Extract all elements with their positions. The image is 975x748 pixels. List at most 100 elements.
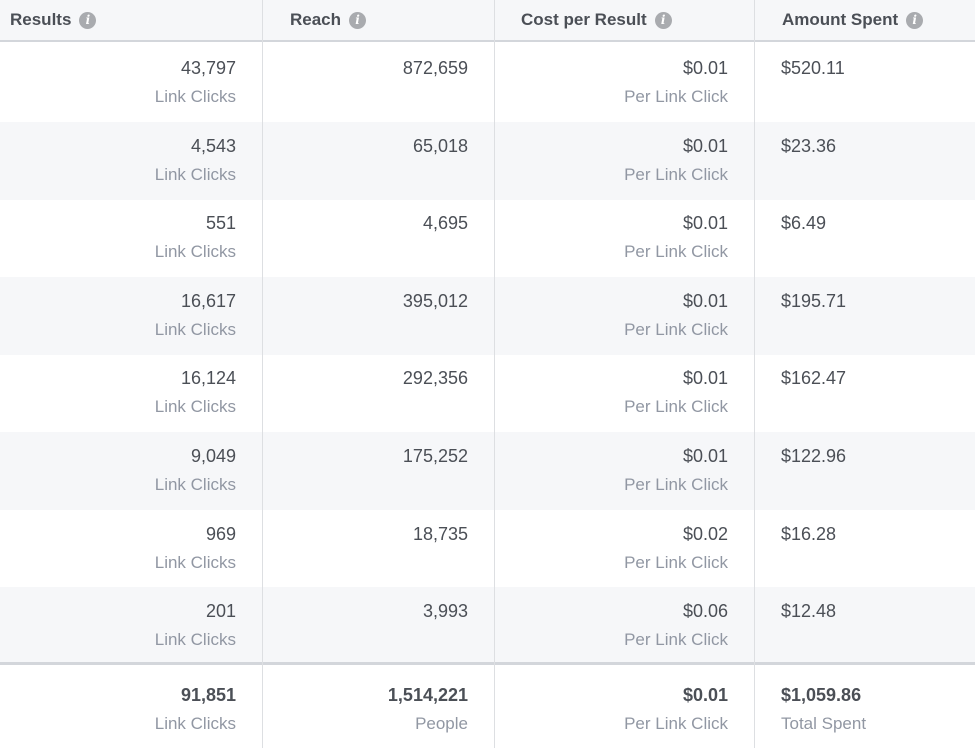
reach-cell: 3,993 (262, 587, 468, 665)
cost-value: $0.01 (682, 213, 728, 234)
results-cell: 16,617 Link Clicks (0, 277, 236, 355)
results-unit: Link Clicks (154, 319, 236, 339)
spent-value: $195.71 (781, 290, 847, 311)
spent-cell: $12.48 (781, 587, 971, 665)
cost-unit: Per Link Click (624, 397, 728, 417)
column-header-label: Amount Spent (782, 10, 899, 29)
totals-reach-unit: People (415, 714, 468, 733)
spent-cell: $520.11 (781, 44, 971, 122)
reach-value: 395,012 (402, 290, 468, 311)
spent-value: $12.48 (781, 601, 837, 622)
totals-results-unit: Link Clicks (154, 714, 236, 733)
cost-cell: $0.01 Per Link Click (495, 122, 728, 200)
totals-divider (0, 662, 975, 665)
reach-value: 175,252 (402, 446, 468, 466)
results-cell: 201 Link Clicks (0, 587, 236, 665)
results-cell: 4,543 Link Clicks (0, 122, 236, 200)
results-cell: 16,124 Link Clicks (0, 354, 236, 432)
spent-value: $122.96 (781, 446, 847, 466)
table-row[interactable]: 9,049 Link Clicks 175,252 $0.01 Per Link Cli… (0, 432, 975, 510)
results-unit: Link Clicks (154, 475, 236, 494)
reach-cell: 292,356 (262, 354, 468, 432)
totals-spent-cell: $1,059.86 Total Spent (781, 665, 971, 743)
totals-cost-value: $0.01 (682, 685, 728, 705)
spent-value: $16.28 (781, 523, 837, 544)
column-header-results[interactable]: Results i (10, 0, 97, 40)
reach-cell: 175,252 (262, 432, 468, 510)
column-header-label: Results (10, 10, 72, 29)
info-icon[interactable]: i (654, 11, 672, 29)
spent-cell: $23.36 (781, 122, 971, 200)
results-value: 43,797 (180, 58, 236, 78)
reach-cell: 395,012 (262, 277, 468, 355)
reach-cell: 872,659 (262, 44, 468, 122)
spent-value: $6.49 (781, 213, 827, 234)
results-value: 9,049 (190, 446, 236, 466)
results-cell: 9,049 Link Clicks (0, 432, 236, 510)
table-row[interactable]: 16,124 Link Clicks 292,356 $0.01 Per Link Cl… (0, 354, 975, 432)
totals-reach-cell: 1,514,221 People (262, 665, 468, 743)
table-row[interactable]: 969 Link Clicks 18,735 $0.02 Per Link Click $… (0, 510, 975, 588)
reach-cell: 18,735 (262, 510, 468, 588)
cost-unit: Per Link Click (624, 242, 728, 262)
column-header-label: Cost per Result (521, 10, 647, 29)
info-icon[interactable]: i (906, 11, 924, 29)
totals-cost-cell: $0.01 Per Link Click (495, 665, 728, 743)
cost-cell: $0.06 Per Link Click (495, 587, 728, 665)
cost-cell: $0.01 Per Link Click (495, 277, 728, 355)
cost-value: $0.01 (682, 58, 728, 78)
info-icon[interactable]: i (79, 11, 97, 29)
results-unit: Link Clicks (154, 87, 236, 106)
results-value: 969 (205, 523, 236, 544)
cost-cell: $0.01 Per Link Click (495, 199, 728, 277)
reach-value: 65,018 (412, 135, 468, 156)
cost-value: $0.02 (682, 523, 728, 544)
results-cell: 43,797 Link Clicks (0, 44, 236, 122)
spent-value: $23.36 (781, 135, 837, 156)
info-icon[interactable]: i (349, 11, 367, 29)
table-row[interactable]: 16,617 Link Clicks 395,012 $0.01 Per Link Cl… (0, 276, 975, 355)
totals-results-cell: 91,851 Link Clicks (0, 665, 236, 743)
table-row[interactable]: 551 Link Clicks 4,695 $0.01 Per Link Click $6… (0, 199, 975, 277)
cost-value: $0.01 (682, 135, 728, 156)
reach-value: 4,695 (422, 213, 468, 234)
cost-unit: Per Link Click (624, 87, 728, 106)
cost-value: $0.01 (682, 446, 728, 466)
column-header-amount-spent[interactable]: Amount Spent i (782, 0, 924, 40)
table-header: Results i Reach i Cost per Result i Amou… (0, 0, 975, 42)
results-value: 551 (205, 213, 236, 234)
cost-unit: Per Link Click (624, 164, 728, 184)
cost-value: $0.01 (682, 368, 728, 389)
cost-cell: $0.01 Per Link Click (495, 354, 728, 432)
cost-cell: $0.01 Per Link Click (495, 44, 728, 122)
table-row[interactable]: 201 Link Clicks 3,993 $0.06 Per Link Click $1… (0, 587, 975, 666)
totals-row: 91,851 Link Clicks 1,514,221 People $0.0… (0, 665, 975, 743)
results-unit: Link Clicks (154, 552, 236, 572)
reach-cell: 4,695 (262, 199, 468, 277)
spent-cell: $16.28 (781, 510, 971, 588)
cost-value: $0.01 (682, 290, 728, 311)
spent-cell: $162.47 (781, 354, 971, 432)
reach-value: 18,735 (412, 523, 468, 544)
cost-unit: Per Link Click (624, 319, 728, 339)
results-unit: Link Clicks (154, 397, 236, 417)
column-header-cost-per-result[interactable]: Cost per Result i (521, 0, 672, 40)
results-unit: Link Clicks (154, 242, 236, 262)
results-value: 16,124 (180, 368, 236, 389)
spent-cell: $122.96 (781, 432, 971, 510)
cost-cell: $0.01 Per Link Click (495, 432, 728, 510)
spent-value: $162.47 (781, 368, 847, 389)
results-unit: Link Clicks (154, 630, 236, 650)
reach-value: 872,659 (402, 58, 468, 78)
column-header-label: Reach (290, 10, 342, 29)
table-row[interactable]: 43,797 Link Clicks 872,659 $0.01 Per Link Cl… (0, 44, 975, 122)
totals-reach-value: 1,514,221 (387, 685, 468, 705)
spent-cell: $6.49 (781, 199, 971, 277)
totals-spent-unit: Total Spent (781, 714, 867, 733)
column-header-reach[interactable]: Reach i (290, 0, 367, 40)
table-row[interactable]: 4,543 Link Clicks 65,018 $0.01 Per Link Clic… (0, 121, 975, 200)
reach-value: 3,993 (422, 601, 468, 622)
totals-results-value: 91,851 (180, 685, 236, 705)
results-unit: Link Clicks (154, 164, 236, 184)
